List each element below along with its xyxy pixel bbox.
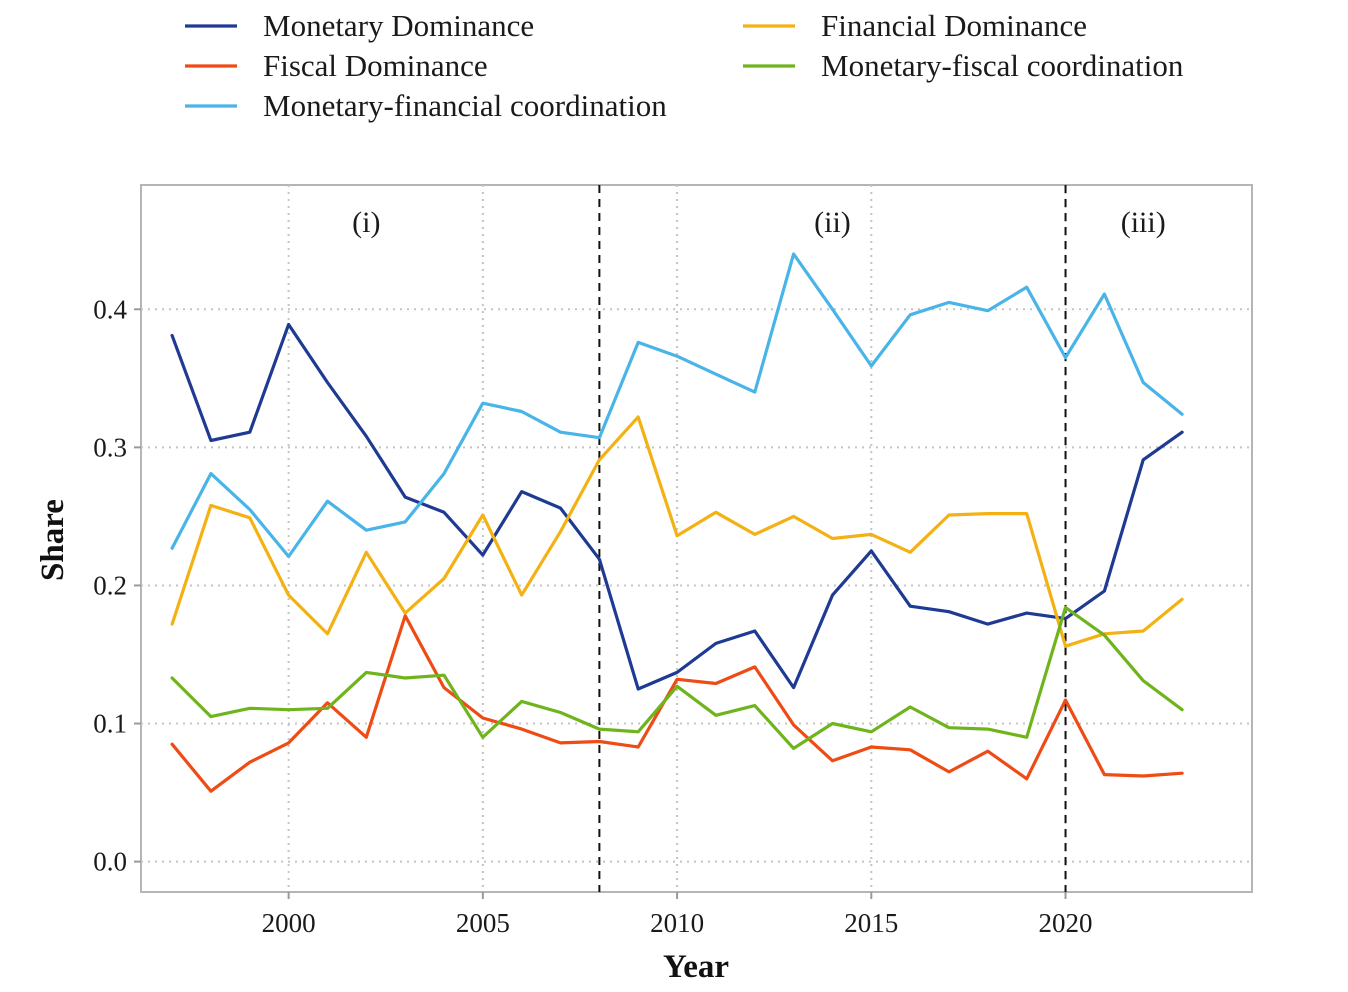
x-tick-label: 2020 <box>1039 908 1093 938</box>
x-axis-title: Year <box>663 949 729 985</box>
series-line-financial-dominance <box>170 415 1184 648</box>
legend-label-monetary-fiscal-coordination: Monetary-fiscal coordination <box>821 48 1184 83</box>
series-line-monetary-dominance <box>170 322 1184 691</box>
y-tick-label: 0.2 <box>93 570 127 600</box>
x-tick-label: 2005 <box>456 908 510 938</box>
series-line-monetary-financial-coordination <box>170 252 1184 559</box>
y-axis-title: Share <box>35 499 71 581</box>
y-tick-label: 0.3 <box>93 432 127 462</box>
period-breaks <box>598 185 1067 892</box>
y-tick-label: 0.4 <box>93 294 127 324</box>
period-label: (ii) <box>814 206 851 239</box>
period-labels: (i) (ii) (iii) <box>352 206 1166 239</box>
y-tick-label: 0.0 <box>93 847 127 877</box>
x-tick-label: 2000 <box>262 908 316 938</box>
series-lines <box>170 252 1184 793</box>
x-axis: 2000 2005 2010 2015 2020 <box>262 892 1093 938</box>
x-tick-label: 2010 <box>650 908 704 938</box>
plot-frame <box>140 184 1253 893</box>
legend-label-monetary-financial-coordination: Monetary-financial coordination <box>263 88 667 123</box>
period-label: (iii) <box>1121 206 1166 239</box>
legend-label-fiscal-dominance: Fiscal Dominance <box>263 48 488 83</box>
period-label: (i) <box>352 206 380 239</box>
plot-area: (i) (ii) (iii) <box>140 184 1253 893</box>
y-tick-label: 0.1 <box>93 709 127 739</box>
y-axis: 0.0 0.1 0.2 0.3 0.4 <box>93 294 141 877</box>
legend-label-financial-dominance: Financial Dominance <box>821 8 1087 43</box>
series-line-monetary-fiscal-coordination <box>170 605 1184 751</box>
legend-label-monetary-dominance: Monetary Dominance <box>263 8 534 43</box>
legend: Monetary Dominance Financial Dominance Fis… <box>185 8 1184 123</box>
series-line-fiscal-dominance <box>170 614 1184 793</box>
x-tick-label: 2015 <box>844 908 898 938</box>
